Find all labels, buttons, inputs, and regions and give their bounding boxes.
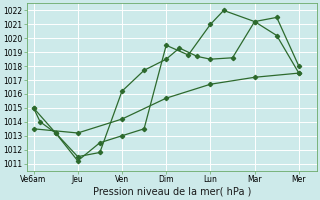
X-axis label: Pression niveau de la mer( hPa ): Pression niveau de la mer( hPa ) <box>92 187 251 197</box>
